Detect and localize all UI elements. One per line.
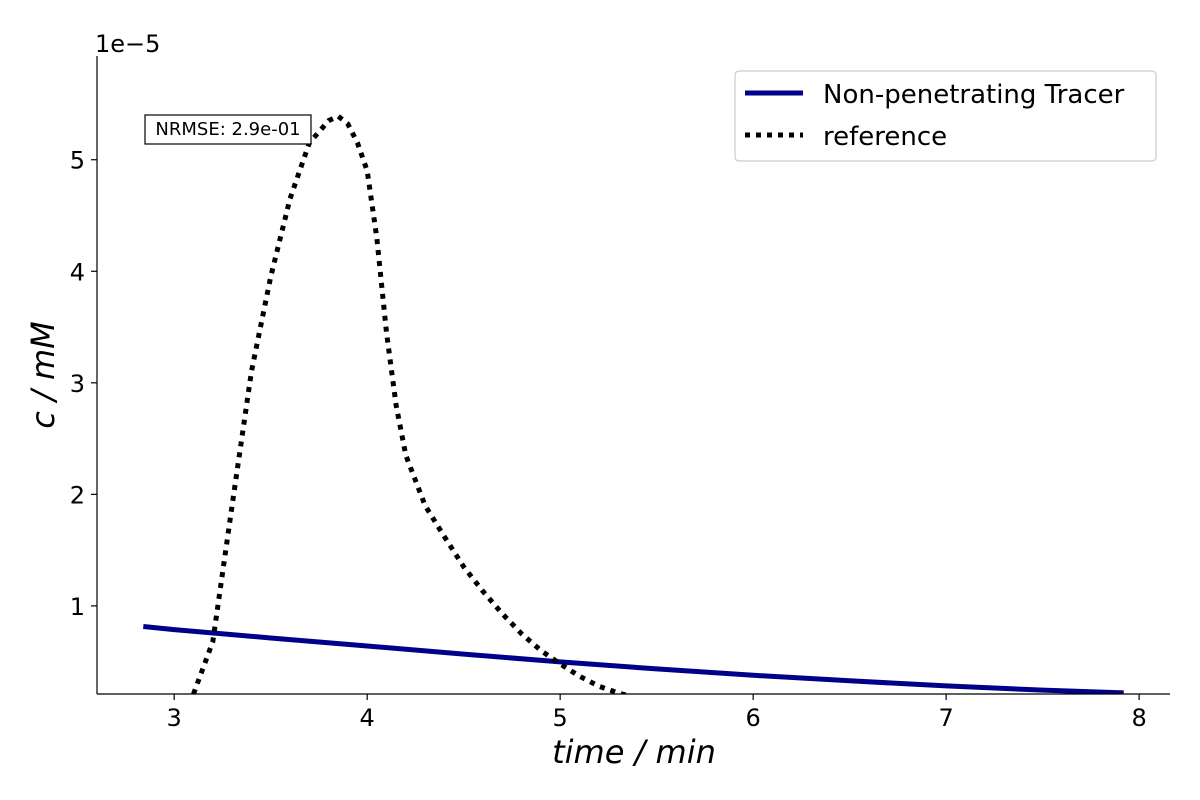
y-tick-label: 4 — [70, 258, 85, 286]
x-tick-label: 6 — [746, 704, 761, 732]
legend-label-tracer: Non-penetrating Tracer — [823, 80, 1125, 110]
legend-label-reference: reference — [823, 122, 947, 152]
series-line-tracer — [143, 624, 1124, 694]
y-ticks: 1 2 3 4 5 — [70, 147, 97, 621]
x-ticks: 3 4 5 6 7 8 — [167, 694, 1147, 732]
y-tick-label: 1 — [70, 593, 85, 621]
series-line-reference — [191, 113, 631, 694]
y-tick-label: 3 — [70, 370, 85, 398]
x-axis-title: time / min — [552, 733, 716, 771]
legend-frame — [734, 70, 1157, 162]
x-tick-label: 7 — [938, 704, 953, 732]
y-tick-label: 5 — [70, 147, 85, 175]
y-tick-label: 2 — [70, 481, 85, 509]
x-tick-label: 8 — [1131, 704, 1146, 732]
annotation-box — [144, 114, 312, 145]
x-tick-label: 3 — [167, 704, 182, 732]
x-tick-label: 4 — [360, 704, 375, 732]
y-axis-title: c / mM — [24, 321, 62, 429]
annotation-text: NRMSE: 2.9e-01 — [155, 119, 300, 140]
y-offset-label: 1e−5 — [95, 30, 160, 58]
legend: Non-penetrating Tracer reference — [734, 70, 1157, 162]
x-tick-label: 5 — [553, 704, 568, 732]
nrmse-annotation: NRMSE: 2.9e-01 — [144, 114, 312, 145]
series-layer — [143, 113, 1124, 694]
